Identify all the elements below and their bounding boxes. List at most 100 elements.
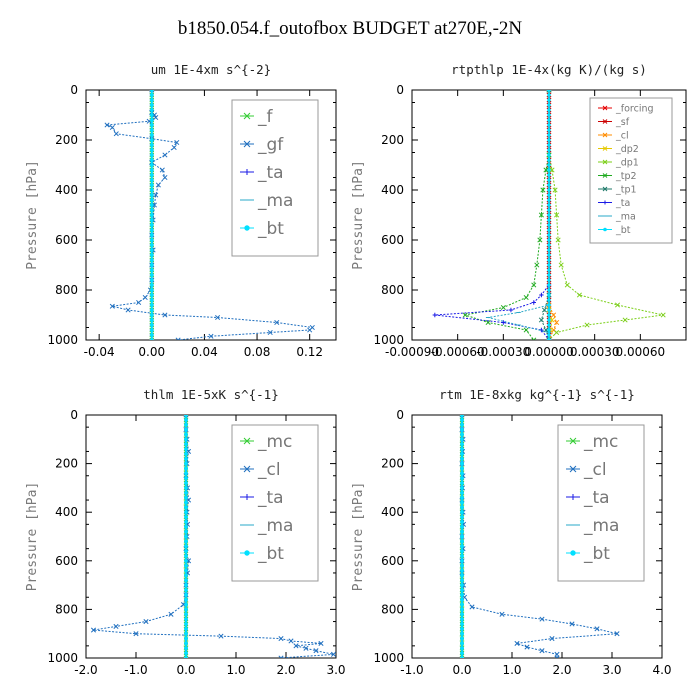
data-point [153,192,159,198]
data-point [460,510,464,514]
y-tick-label: 1000 [47,333,78,347]
data-point [149,173,154,177]
data-point [546,337,552,340]
data-point [184,636,188,641]
data-point [171,144,177,151]
data-point [460,437,464,442]
data-point [184,602,188,607]
data-point [184,578,188,583]
data-point [184,456,188,461]
data-point [546,90,552,93]
legend-marker [602,186,608,192]
x-tick-label: 3.0 [602,663,621,677]
data-point [109,303,115,309]
x-tick-label: -0.04 [84,345,115,359]
data-point [547,293,551,297]
data-point [547,243,551,247]
data-point [184,418,188,422]
chart-panel-3: thlm 1E-5xK s^{-1} Pressure [hPa] 0 200 400 6… [25,387,346,677]
data-point [184,422,188,427]
legend-label: _mc [257,432,292,452]
data-point [460,549,464,553]
data-point [184,549,188,553]
data-point [184,427,188,432]
data-point [149,90,155,93]
data-point [554,655,560,658]
x-tick-label: -1.0 [400,663,423,677]
data-point [460,544,464,549]
x-tick-label: 0.04 [191,345,218,359]
data-point [184,583,188,587]
y-tick-label: 200 [55,133,78,147]
y-tick-label: 0 [396,408,404,422]
data-point [540,187,546,193]
data-point [460,418,464,422]
legend-marker [570,550,576,556]
data-point [523,327,529,333]
y-axis-label: Pressure [hPa] [25,482,40,592]
data-point [267,329,273,336]
data-point [175,337,181,340]
data-point [149,113,154,117]
data-point [184,442,188,446]
data-point [547,323,551,327]
legend-label: _mc [583,432,618,452]
y-tick-label: 0 [70,408,78,422]
data-point [547,283,551,287]
data-point [149,333,154,337]
data-point [149,223,154,227]
series-line_cl [461,415,618,658]
data-point [149,198,154,202]
data-point [485,319,491,326]
x-tick-label: 4.0 [652,663,671,677]
legend-label: _ma [257,516,293,536]
data-point [184,432,188,437]
data-point [104,122,110,128]
y-tick-label: 1000 [47,651,78,665]
data-point [569,621,575,627]
data-point [133,631,139,637]
x-tick-label: -0.00090 [385,345,439,359]
data-point [149,243,154,247]
legend-label: _tp2 [615,171,637,182]
x-tick-label: 0.12 [296,345,323,359]
data-point [149,337,155,340]
legend: _f _gf _ta _ma _bt [231,99,319,257]
data-point [460,415,464,417]
series-layer [104,90,315,340]
data-point [547,328,551,332]
data-point [460,422,464,427]
data-point [460,631,464,636]
data-point [162,312,168,318]
data-point [547,258,551,262]
panel-title: um 1E-4xm s^{-2} [151,62,271,77]
data-point [184,529,188,534]
data-point [184,559,188,563]
data-point [460,534,464,539]
data-point [547,123,551,127]
chart-panel-1: um 1E-4xm s^{-2} Pressure [hPa] 0 200 400 600… [25,62,337,359]
legend-label: _bt [257,219,284,239]
legend-marker [244,225,250,231]
data-point [460,622,464,626]
data-point [547,158,551,162]
data-point [547,253,551,257]
legend-marker [244,494,250,500]
data-point [459,415,465,418]
data-point [531,282,537,288]
data-point [149,193,154,197]
x-tick-label: 1.0 [226,663,245,677]
data-point [184,466,188,471]
legend: _mc _cl _ta _ma _bt [231,424,319,582]
data-point [113,623,119,629]
data-point [184,500,188,505]
data-point [184,646,188,651]
legend-label: _ta [615,198,630,209]
data-point [293,643,299,649]
data-point [460,529,464,534]
data-point [184,622,188,626]
data-point [547,223,551,227]
data-point [149,338,154,340]
y-tick-label: 400 [55,505,78,519]
data-point [184,471,188,476]
